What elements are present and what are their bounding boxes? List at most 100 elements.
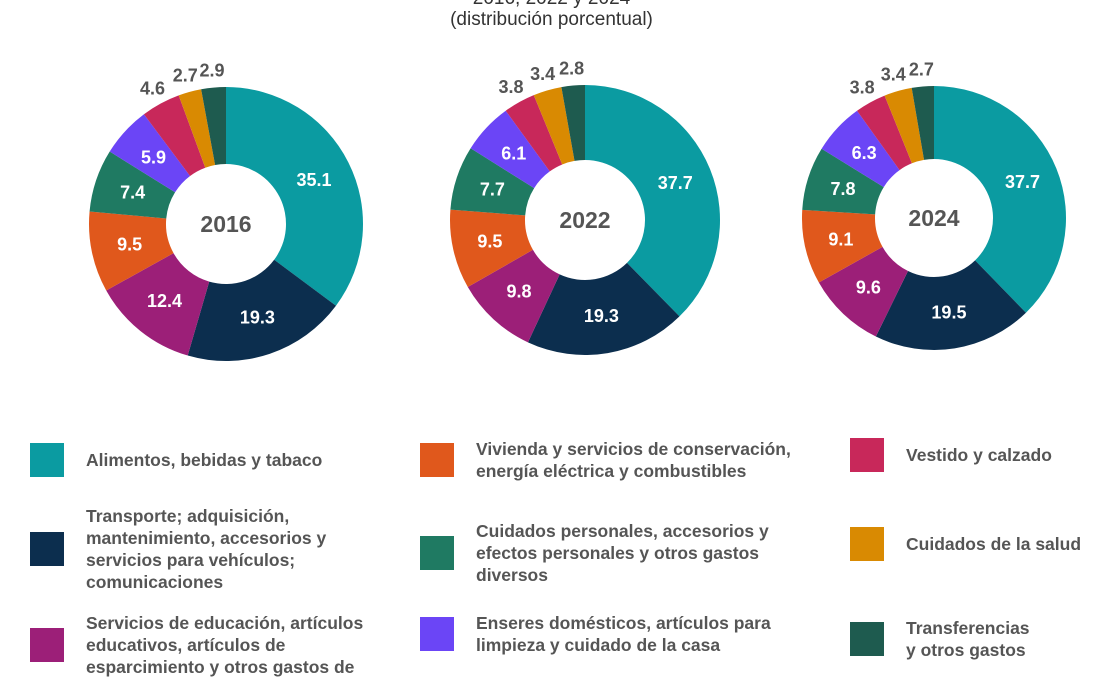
donut-slice <box>109 114 191 193</box>
legend-label-line: comunicaciones <box>86 572 224 592</box>
data-label: 2.7 <box>909 60 934 80</box>
legend-item: Enseres domésticos, artículos para limpie… <box>420 612 771 656</box>
data-label: 2.9 <box>199 61 224 81</box>
donut-slice <box>505 95 563 172</box>
donut-slice <box>911 86 934 160</box>
donut-slice <box>533 87 575 165</box>
legend-label: Servicios de educación, artículos educati… <box>86 612 363 678</box>
data-label: 19.5 <box>931 302 966 322</box>
donut-slice <box>226 87 363 306</box>
donut-slice <box>875 260 1026 351</box>
data-label: 37.7 <box>658 173 693 193</box>
legend-swatch <box>850 622 884 656</box>
legend-label: Transferencias y otros gastos <box>906 617 1030 661</box>
data-label: 9.5 <box>117 234 142 254</box>
donut-2024: 37.7 19.5 9.6 9.1 7.8 6.3 3.8 3.4 2.7 2024 <box>802 60 1066 351</box>
data-label: 7.4 <box>120 183 145 203</box>
legend-swatch <box>30 628 64 662</box>
legend-item: Alimentos, bebidas y tabaco <box>30 443 322 477</box>
legend-item: Transporte; adquisición, mantenimiento, a… <box>30 505 326 593</box>
legend-label-line: Vestido y calzado <box>906 445 1052 465</box>
data-label: 7.8 <box>830 179 855 199</box>
data-label: 9.8 <box>506 282 531 302</box>
legend-label-line: energía eléctrica y combustibles <box>476 461 747 481</box>
data-label: 2.8 <box>559 59 584 79</box>
donut-slice <box>934 86 1066 313</box>
donut-slice <box>818 246 909 337</box>
legend-label-line: Vivienda y servicios de conservación, <box>476 439 791 459</box>
donut-center-label: 2024 <box>908 205 959 231</box>
donut-slice <box>89 151 176 219</box>
donut-center-label: 2022 <box>559 207 610 233</box>
data-label: 3.4 <box>881 65 906 85</box>
donut-2016: 35.1 19.3 12.4 9.5 7.4 5.9 4.6 2.7 2.9 2016 <box>89 61 363 361</box>
data-label: 9.6 <box>856 277 881 297</box>
legend-label-line: Servicios de educación, artículos <box>86 613 364 633</box>
legend-label-line: Alimentos, bebidas y tabaco <box>86 450 323 470</box>
data-label: 35.1 <box>296 170 331 190</box>
data-label: 19.3 <box>584 306 619 326</box>
donut-slice <box>450 209 533 288</box>
data-label: 7.7 <box>480 179 505 199</box>
legend-swatch <box>420 617 454 651</box>
legend-item: Vivienda y servicios de conservación, ene… <box>420 438 791 482</box>
legend-label-line: esparcimiento y otros gastos de <box>86 657 355 677</box>
legend-label-line: limpieza y cuidado de la casa <box>476 635 721 655</box>
legend-label-line: Cuidados de la salud <box>906 534 1082 554</box>
legend-label-line: Cuidados personales, accesorios y <box>476 521 769 541</box>
legend-item: Cuidados de la salud <box>850 527 1081 561</box>
donut-center-label: 2016 <box>200 211 251 237</box>
donut-2022: 37.7 19.3 9.8 9.5 7.7 6.1 3.8 3.4 2.8 2022 <box>450 59 720 356</box>
legend-item: Transferencias y otros gastos <box>850 617 1030 661</box>
legend-label-line: Transporte; adquisición, <box>86 506 290 526</box>
legend-item: Servicios de educación, artículos educati… <box>30 612 363 678</box>
data-label: 37.7 <box>1005 172 1040 192</box>
donut-slice <box>884 87 925 164</box>
legend-label-line: efectos personales y otros gastos <box>476 543 760 563</box>
data-label: 9.5 <box>477 231 502 251</box>
legend-label: Transporte; adquisición, mantenimiento, a… <box>86 505 326 593</box>
data-label: 2.7 <box>173 65 198 85</box>
data-label: 5.9 <box>141 147 166 167</box>
data-label: 4.6 <box>140 79 165 99</box>
donut-slice <box>467 249 560 343</box>
donut-slice <box>450 148 535 216</box>
donut-slice <box>89 211 174 291</box>
donut-slice <box>857 95 912 171</box>
legend-label-line: Transferencias <box>906 618 1030 638</box>
data-label: 6.3 <box>852 143 877 163</box>
legend-item: Vestido y calzado <box>850 438 1052 472</box>
data-label: 6.1 <box>501 143 526 163</box>
legend-swatch <box>850 527 884 561</box>
donut-charts: 35.119.312.49.57.45.94.62.7 2.9201637.719… <box>89 59 1066 361</box>
legend-swatch <box>420 536 454 570</box>
legend-label-line: servicios para vehículos; <box>86 550 296 570</box>
donut-slice <box>106 253 210 356</box>
legend-label-line: diversos <box>476 565 548 585</box>
donut-slice <box>802 209 883 283</box>
donut-slice <box>187 259 336 361</box>
data-label: 3.8 <box>850 77 875 97</box>
donut-slice <box>802 148 884 215</box>
donut-slice <box>143 95 206 176</box>
legend-label-line: educativos, artículos de <box>86 635 286 655</box>
legend-swatch <box>850 438 884 472</box>
legend-label: Vestido y calzado <box>906 444 1052 466</box>
legend-swatch <box>30 532 64 566</box>
donut-slice <box>527 262 680 356</box>
legend-label: Vivienda y servicios de conservación, ene… <box>476 438 791 482</box>
legend-label: Cuidados de la salud <box>906 533 1081 555</box>
legend-item: Cuidados personales, accesorios y efectos… <box>420 520 769 586</box>
data-label: 3.4 <box>530 64 555 84</box>
legend-label: Enseres domésticos, artículos para limpie… <box>476 612 771 656</box>
legend-label-line: y otros gastos <box>906 640 1026 660</box>
legend-label-line: Enseres domésticos, artículos para <box>476 613 771 633</box>
donut-slice <box>470 110 550 189</box>
donut-slice <box>585 85 720 317</box>
data-label: 3.8 <box>498 77 523 97</box>
legend-label: Alimentos, bebidas y tabaco <box>86 449 322 471</box>
legend-label: Cuidados personales, accesorios y efectos… <box>476 520 769 586</box>
legend-swatch <box>420 443 454 477</box>
donut-slice <box>178 89 216 168</box>
donut-slice <box>201 87 226 165</box>
